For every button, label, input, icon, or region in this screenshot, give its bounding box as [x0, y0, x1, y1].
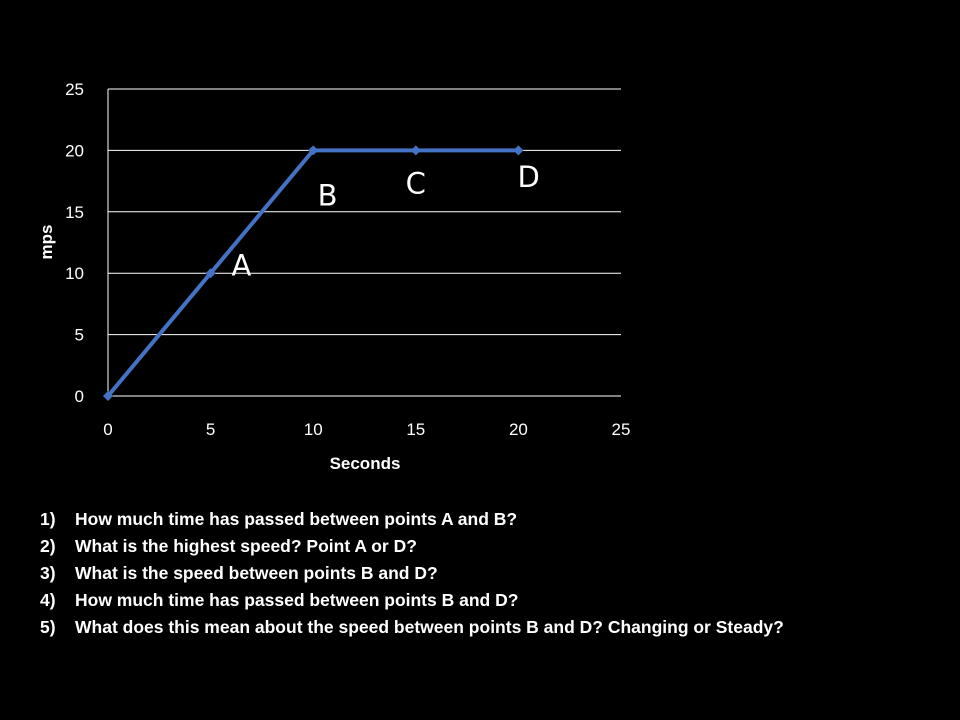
question-item: 4) How much time has passed between point… — [40, 587, 920, 614]
question-text: What is the highest speed? Point A or D? — [75, 536, 417, 556]
data-point — [103, 391, 113, 401]
point-labels: A B C D — [231, 160, 539, 282]
x-tick-labels: 0 5 10 15 20 25 — [103, 420, 630, 439]
gridlines — [108, 88, 621, 336]
y-tick-label: 5 — [75, 326, 84, 345]
x-tick-label: 0 — [103, 420, 112, 439]
data-point — [513, 145, 524, 156]
question-item: 2) What is the highest speed? Point A or … — [40, 533, 920, 560]
question-number: 3) — [40, 563, 56, 583]
x-tick-label: 5 — [206, 420, 215, 439]
question-list: 1) How much time has passed between point… — [40, 506, 920, 641]
question-text: How much time has passed between points … — [75, 590, 519, 610]
x-tick-label: 10 — [304, 420, 323, 439]
question-item: 3) What is the speed between points B and… — [40, 560, 920, 587]
x-tick-label: 25 — [612, 420, 631, 439]
question-item: 1) How much time has passed between point… — [40, 506, 920, 533]
y-axis-title: mps — [37, 225, 56, 260]
y-tick-labels: 0 5 10 15 20 25 — [65, 80, 84, 406]
x-axis-title: Seconds — [330, 454, 401, 473]
question-text: What does this mean about the speed betw… — [75, 617, 784, 637]
series-layer — [103, 145, 524, 401]
question-text: What is the speed between points B and D… — [75, 563, 438, 583]
question-number: 2) — [40, 536, 56, 556]
y-tick-label: 25 — [65, 80, 84, 99]
x-tick-label: 15 — [406, 420, 425, 439]
y-tick-label: 0 — [75, 387, 84, 406]
question-number: 4) — [40, 590, 56, 610]
point-label-c: C — [406, 166, 426, 200]
y-tick-label: 20 — [65, 141, 84, 160]
y-tick-label: 15 — [65, 203, 84, 222]
question-item: 5) What does this mean about the speed be… — [40, 614, 920, 641]
data-point — [410, 145, 421, 156]
axes — [107, 89, 621, 397]
data-point — [205, 268, 216, 279]
point-label-b: B — [318, 179, 338, 213]
point-label-a: A — [231, 249, 251, 283]
data-point — [308, 145, 319, 156]
question-number: 1) — [40, 509, 56, 529]
x-tick-label: 20 — [509, 420, 528, 439]
question-number: 5) — [40, 617, 56, 637]
y-tick-label: 10 — [65, 264, 84, 283]
question-text: How much time has passed between points … — [75, 509, 518, 529]
point-label-d: D — [517, 160, 539, 194]
speed-time-chart: 0 5 10 15 20 25 0 5 10 15 20 25 A B C D Seconds mps — [37, 80, 630, 473]
